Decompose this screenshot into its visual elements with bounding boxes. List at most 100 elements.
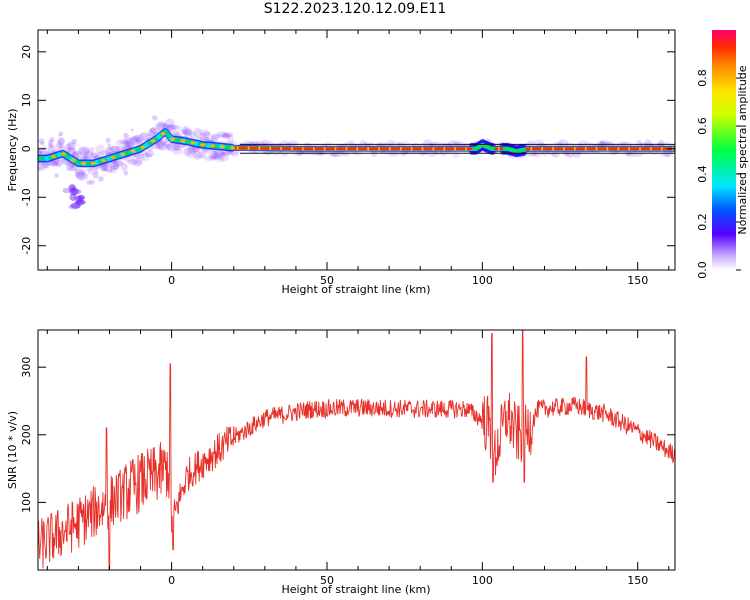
spectral-halo bbox=[149, 127, 157, 134]
spectral-peak bbox=[423, 147, 426, 151]
spectral-peak bbox=[451, 147, 454, 151]
spectral-peak bbox=[603, 147, 606, 151]
spectral-peak bbox=[645, 147, 648, 151]
colorbar: 0.0 0.2 0.4 0.6 0.8 Normalized spectral ampl… bbox=[696, 30, 749, 279]
spectral-halo bbox=[187, 152, 194, 159]
spectral-peak bbox=[496, 147, 499, 151]
spectral-halo bbox=[53, 159, 63, 166]
spectral-secondary-blob bbox=[62, 187, 71, 193]
spectral-speck bbox=[83, 156, 88, 160]
spectral-peak bbox=[614, 147, 617, 151]
spectral-peak bbox=[403, 147, 406, 151]
snr-y-tick-label: 200 bbox=[20, 424, 33, 445]
spectral-peak bbox=[389, 147, 392, 151]
spectral-peak bbox=[611, 147, 614, 151]
spectral-halo bbox=[121, 140, 130, 147]
spectral-peak bbox=[594, 147, 597, 151]
spectral-peak bbox=[455, 147, 459, 151]
spectral-halo bbox=[551, 150, 560, 158]
spectral-peak bbox=[347, 147, 350, 151]
spectral-peak bbox=[617, 147, 620, 151]
spectral-peak bbox=[336, 147, 339, 151]
spectral-peak bbox=[350, 147, 353, 151]
spectral-peak bbox=[577, 147, 580, 151]
spectral-peak bbox=[281, 147, 285, 151]
spectral-peak bbox=[333, 147, 336, 151]
spectral-node bbox=[120, 152, 126, 156]
spectral-peak bbox=[424, 147, 428, 151]
spectral-secondary-blob bbox=[75, 199, 87, 205]
spectrogram-y-tick-label: 20 bbox=[20, 45, 33, 59]
spectral-peak bbox=[344, 147, 347, 151]
spectral-peak bbox=[643, 147, 647, 151]
spectral-peak bbox=[592, 147, 595, 151]
spectral-peak bbox=[600, 147, 603, 151]
spectral-peak bbox=[330, 147, 333, 151]
spectral-speck bbox=[105, 137, 111, 143]
spectral-node bbox=[90, 161, 96, 165]
spectral-peak bbox=[297, 147, 300, 151]
spectrogram-axes: 0 50 100 150 -20 -10 0 10 20 bbox=[20, 30, 675, 287]
spectral-peak bbox=[334, 147, 337, 151]
spectral-peak bbox=[452, 147, 456, 151]
spectral-peak bbox=[586, 147, 589, 151]
spectral-peak bbox=[309, 147, 313, 151]
spectral-peak bbox=[354, 147, 358, 151]
spectral-halo bbox=[84, 149, 94, 160]
spectral-peak bbox=[319, 147, 322, 151]
spectral-halo bbox=[226, 134, 234, 144]
spectral-halo bbox=[169, 124, 180, 130]
spectral-peak bbox=[615, 147, 619, 151]
spectral-node bbox=[51, 154, 57, 159]
spectral-speck bbox=[58, 133, 62, 137]
spectral-speck bbox=[130, 128, 134, 132]
colorbar-ticks: 0.0 0.2 0.4 0.6 0.8 bbox=[696, 69, 741, 279]
spectral-peak bbox=[295, 147, 299, 151]
spectral-peak bbox=[563, 147, 566, 151]
spectral-halo bbox=[214, 151, 226, 156]
spectral-peak bbox=[235, 146, 238, 150]
colorbar-tick-label: 0.0 bbox=[696, 261, 709, 279]
spectral-halo bbox=[220, 133, 232, 138]
snr-marks bbox=[38, 330, 675, 570]
snr-x-tick-label: 150 bbox=[627, 574, 648, 587]
spectral-halo bbox=[103, 164, 116, 172]
spectral-peak bbox=[381, 147, 384, 151]
spectral-halo bbox=[218, 151, 229, 162]
spectral-peak bbox=[550, 147, 553, 151]
spectral-peak bbox=[382, 147, 386, 151]
spectral-halo bbox=[112, 159, 123, 167]
spectral-peak bbox=[532, 147, 535, 151]
spectral-peak bbox=[580, 147, 583, 151]
spectrogram-y-axis-label: Frequency (Hz) bbox=[6, 109, 19, 192]
spectral-peak bbox=[572, 147, 575, 151]
spectral-peak bbox=[653, 147, 656, 151]
spectral-halo bbox=[166, 123, 177, 132]
spectral-speck bbox=[54, 173, 59, 178]
spectral-halo bbox=[127, 159, 138, 165]
spectral-halo bbox=[125, 137, 136, 148]
spectral-halo bbox=[87, 167, 99, 176]
spectral-peak bbox=[291, 147, 294, 151]
spectral-peak bbox=[361, 147, 364, 151]
spectral-peak bbox=[662, 147, 665, 151]
spectral-halo bbox=[41, 145, 49, 154]
spectral-secondary-blob bbox=[69, 193, 77, 201]
spectral-peak bbox=[549, 147, 552, 151]
spectral-node bbox=[220, 145, 226, 149]
spectral-peak bbox=[404, 147, 407, 151]
spectral-speck bbox=[123, 170, 129, 176]
spectral-peak bbox=[647, 147, 650, 151]
spectral-halo bbox=[199, 136, 210, 141]
spectral-peak bbox=[634, 147, 637, 151]
spectrogram-x-tick-label: 0 bbox=[168, 274, 175, 287]
spectral-halo bbox=[58, 145, 67, 152]
spectral-halo bbox=[74, 169, 85, 178]
spectral-peak bbox=[294, 147, 297, 151]
spectral-peak bbox=[429, 147, 432, 151]
spectral-peak bbox=[390, 147, 393, 151]
spectral-peak bbox=[378, 147, 381, 151]
spectral-peak bbox=[591, 147, 594, 151]
spectral-halo bbox=[133, 153, 145, 159]
